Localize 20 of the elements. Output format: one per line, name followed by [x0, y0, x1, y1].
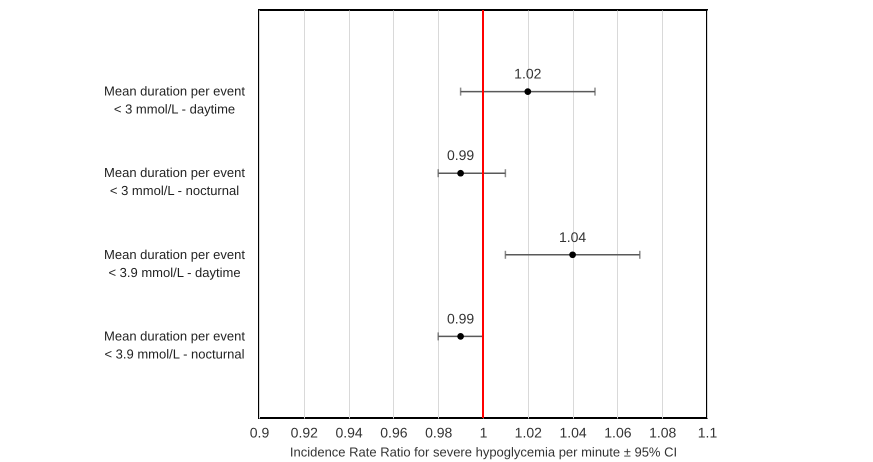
y-tick-label: Mean duration per event < 3 mmol/L - daytime [104, 84, 246, 117]
x-tick-label: 1 [480, 424, 488, 440]
data-label: 0.99 [446, 147, 474, 164]
x-tick-label: 1.1 [698, 424, 718, 440]
x-tick-label: 0.98 [425, 424, 453, 440]
data-label: 1.04 [558, 228, 586, 245]
x-axis-title: Incidence Rate Ratio for severe hypoglycemia per minute ± 95% CI [290, 444, 678, 460]
x-tick-label: 0.94 [335, 424, 363, 440]
x-tick-label: 1.04 [559, 424, 587, 440]
x-tick-label: 1.02 [514, 424, 542, 440]
y-tick-label: Mean duration per event < 3 mmol/L - nocturnal [104, 165, 246, 198]
x-tick-label: 0.92 [290, 424, 318, 440]
data-label: 0.99 [446, 310, 474, 326]
y-tick-label: Mean duration per event < 3.9 mmol/L - daytime [104, 246, 246, 280]
x-tick-label: 0.96 [380, 424, 408, 440]
x-tick-label: 1.08 [649, 424, 677, 440]
x-tick-label: 1.06 [604, 424, 632, 440]
data-label: 1.02 [514, 66, 542, 82]
y-tick-label: Mean duration per event < 3.9 mmol/L - nocturnal [104, 328, 246, 362]
x-tick-label: 0.9 [250, 424, 270, 440]
